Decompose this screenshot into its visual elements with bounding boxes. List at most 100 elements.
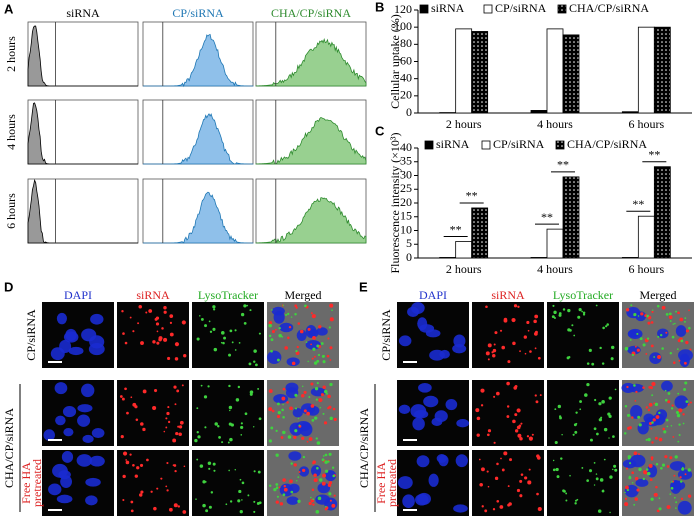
legend-label: CP/siRNA (493, 137, 545, 151)
legend-label: CP/siRNA (495, 1, 547, 15)
y-tick-label: 35 (400, 154, 412, 168)
sirna-spot (310, 343, 312, 346)
micrograph (397, 380, 469, 446)
lyso-spot (582, 313, 586, 316)
nucleus (271, 306, 285, 316)
lyso-spot (204, 324, 208, 328)
micrograph (472, 302, 544, 368)
nucleus (417, 317, 428, 331)
sirna-spot (689, 348, 692, 351)
lyso-spot (601, 489, 605, 493)
nucleus (674, 395, 689, 410)
nucleus (398, 335, 412, 347)
nucleus (50, 347, 65, 361)
sirna-spot (492, 354, 496, 358)
nucleus (48, 483, 62, 496)
lyso-spot (195, 498, 197, 500)
lyso-spot (664, 398, 668, 402)
sirna-spot (495, 391, 500, 396)
lyso-spot (278, 326, 281, 330)
lyso-spot (606, 323, 609, 326)
sirna-spot (181, 384, 184, 387)
micrograph-content (50, 312, 105, 361)
lyso-spot (595, 304, 598, 307)
y-tick-label: 30 (400, 167, 412, 181)
micrograph (192, 302, 264, 368)
lyso-spot (297, 417, 300, 420)
nucleus (407, 306, 419, 317)
nucleus (414, 410, 429, 419)
sirna-spot (326, 354, 330, 358)
lyso-spot (247, 494, 250, 497)
lyso-spot (676, 413, 681, 418)
nucleus (452, 344, 467, 354)
lyso-spot (275, 429, 278, 433)
sirna-spot (650, 321, 654, 324)
sirna-spot (648, 386, 652, 389)
sirna-spot (135, 418, 139, 422)
sirna-spot (327, 394, 331, 399)
nucleus (317, 482, 331, 494)
column-header: siRNA (136, 288, 170, 302)
sirna-spot (308, 437, 313, 441)
lyso-spot (595, 473, 598, 475)
sirna-spot (293, 435, 297, 439)
lyso-spot (249, 309, 252, 312)
lyso-spot (665, 418, 669, 422)
lyso-spot (586, 479, 590, 482)
y-axis-title: Cellular uptake (%) (388, 14, 402, 109)
sirna-spot (333, 417, 337, 422)
sirna-spot (672, 436, 675, 438)
sirna-spot (174, 342, 180, 347)
lyso-spot (553, 310, 557, 315)
lyso-spot (268, 484, 272, 487)
lyso-spot (651, 309, 654, 311)
lyso-spot (586, 362, 590, 365)
nucleus (429, 349, 445, 361)
sirna-spot (333, 494, 336, 497)
lyso-spot (321, 354, 325, 358)
significance-label: ** (466, 189, 478, 203)
nucleus (418, 383, 432, 393)
sirna-spot (650, 456, 654, 460)
lyso-spot (315, 398, 318, 401)
lyso-spot (582, 311, 586, 314)
lyso-spot (276, 358, 280, 362)
lyso-spot (562, 308, 566, 311)
sirna-spot (179, 420, 184, 425)
nucleus (412, 417, 425, 431)
sirna-spot (329, 359, 332, 361)
sirna-spot (129, 453, 132, 456)
sirna-spot (311, 314, 316, 319)
sirna-spot (167, 420, 171, 424)
sirna-spot (287, 336, 290, 340)
panel-label: B (375, 0, 384, 14)
sirna-spot (487, 485, 490, 488)
sirna-spot (624, 502, 629, 507)
lyso-spot (551, 315, 555, 319)
sirna-spot (481, 505, 484, 508)
nucleus (669, 461, 686, 471)
lyso-spot (253, 500, 256, 503)
micrograph-content (195, 458, 262, 514)
lyso-spot (605, 325, 608, 328)
lyso-spot (237, 499, 241, 503)
lyso-spot (196, 458, 199, 461)
lyso-spot (555, 467, 559, 472)
nucleus (428, 473, 439, 487)
sirna-spot (539, 394, 542, 397)
micrograph-content (624, 304, 693, 368)
lyso-spot (196, 407, 199, 410)
sirna-spot (662, 427, 665, 431)
sirna-spot (668, 315, 673, 320)
lyso-spot (554, 440, 558, 445)
bar (562, 34, 580, 114)
lyso-spot (687, 468, 692, 472)
sirna-spot (284, 346, 288, 350)
sirna-spot (278, 486, 281, 489)
sirna-spot (183, 354, 187, 358)
sirna-spot (140, 490, 144, 494)
sirna-spot (276, 414, 281, 419)
sirna-spot (486, 470, 489, 473)
sirna-spot (327, 483, 332, 487)
